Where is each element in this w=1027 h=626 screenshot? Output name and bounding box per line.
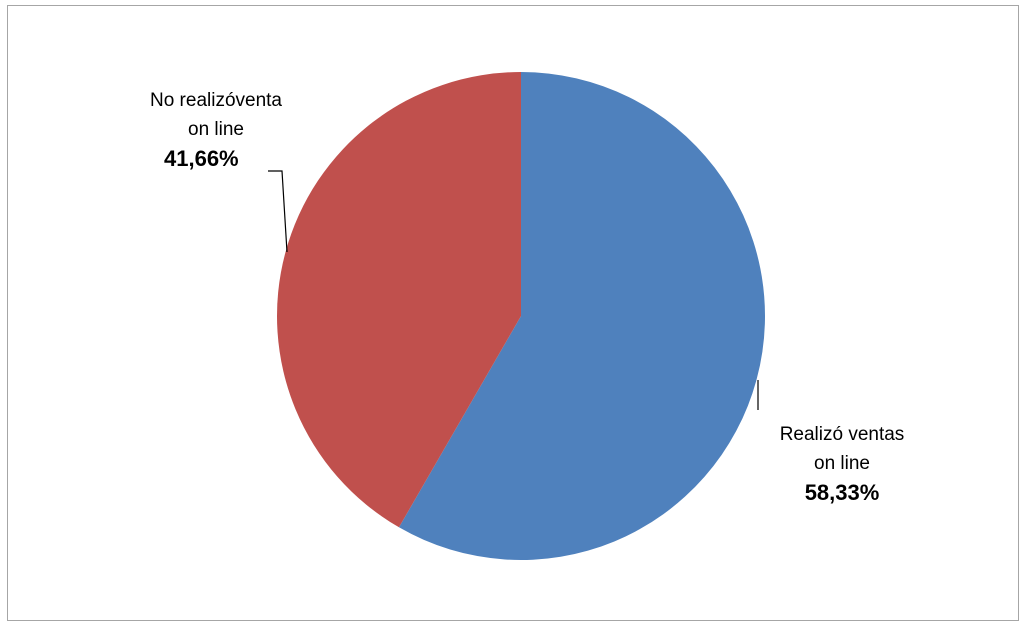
data-label-realizo-line1: Realizó ventas (779, 424, 905, 445)
data-label-no-realizo-line1: No realizóventa (149, 90, 283, 111)
data-label-realizo-line2: on line (814, 453, 870, 474)
leader-line-no-realizo (268, 170, 288, 253)
data-label-realizo-value: 58,33% (804, 480, 880, 505)
pie-slice-no-realizo (277, 72, 521, 528)
data-label-realizo: Realizó ventas on line 58,33% (742, 420, 942, 508)
data-label-no-realizo-line2: on line (188, 119, 244, 140)
pie-slice-realizo (398, 72, 766, 560)
data-label-no-realizo: No realizóventa on line 41,66% (120, 86, 312, 174)
data-label-no-realizo-value: 41,66% (164, 146, 239, 171)
